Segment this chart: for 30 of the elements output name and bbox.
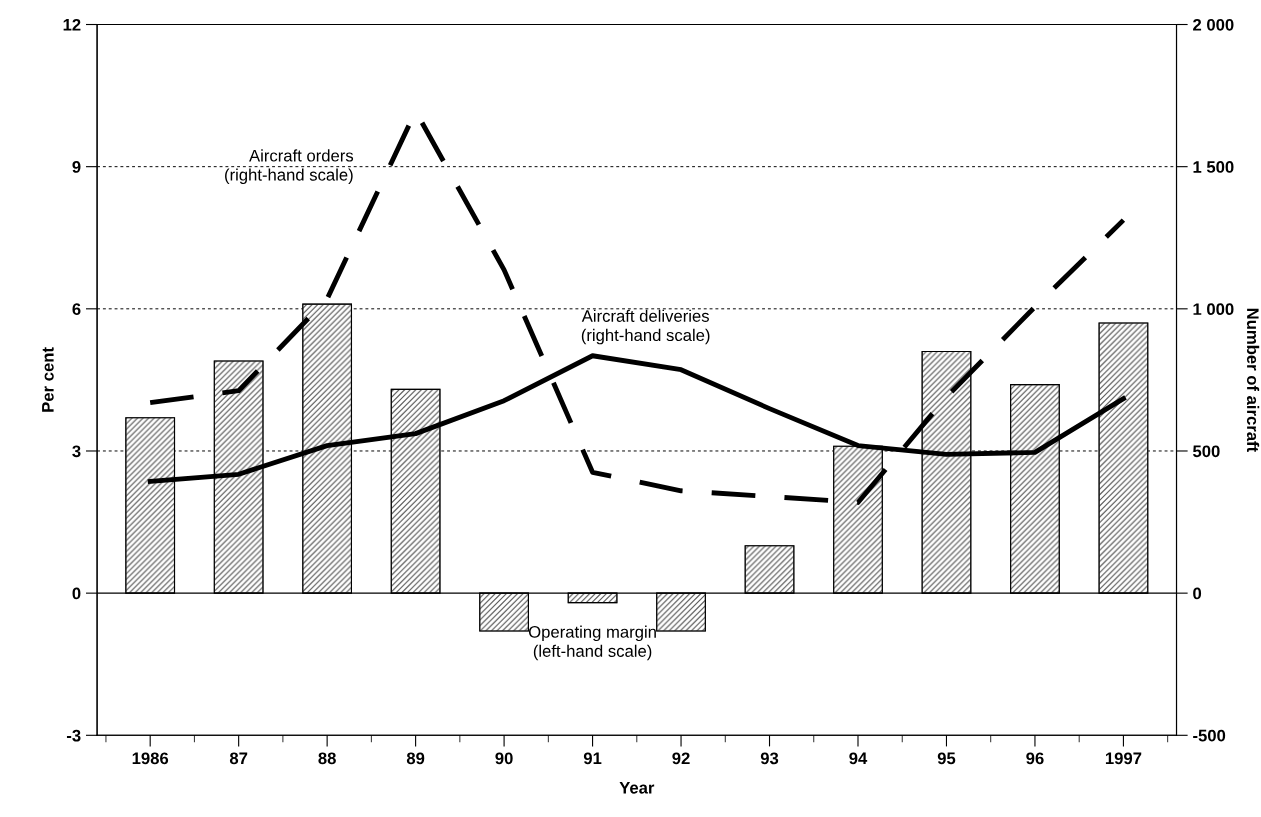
- x-tick-label: 87: [229, 752, 248, 765]
- x-tick-label: 94: [849, 752, 868, 765]
- y2-tick-label: 1 000: [1193, 303, 1234, 316]
- y-tick-label: 12: [63, 18, 81, 31]
- y-axis-title: Per cent: [42, 347, 54, 412]
- y2-tick-label: -500: [1193, 729, 1226, 742]
- y2-axis-title: Number of aircraft: [1246, 308, 1260, 452]
- y-tick-label: 0: [72, 587, 81, 600]
- y2-tick-label: 2 000: [1193, 18, 1234, 31]
- y2-tick-label: 1 500: [1193, 161, 1234, 173]
- y-tick-label: 3: [72, 445, 81, 458]
- y2-tick-label: 0: [1193, 587, 1202, 600]
- y-tick-label: 6: [72, 303, 81, 316]
- y-tick-label: -3: [66, 729, 81, 742]
- x-tick-label: 90: [495, 752, 513, 765]
- x-tick-label: 1997: [1105, 752, 1142, 765]
- x-tick-label: 89: [406, 752, 425, 765]
- x-tick-label: 92: [672, 752, 690, 765]
- series-label: Operating margin (left-hand scale): [528, 625, 656, 661]
- x-axis-title: Year: [619, 782, 655, 794]
- x-tick-label: 93: [760, 752, 779, 765]
- series-label: Aircraft deliveries (right-hand scale): [581, 309, 710, 345]
- y2-tick-label: 500: [1193, 445, 1220, 458]
- x-tick-label: 88: [318, 752, 336, 765]
- x-tick-label: 96: [1026, 752, 1044, 765]
- y-tick-label: 9: [72, 161, 81, 173]
- x-tick-label: 95: [937, 752, 956, 765]
- series-label: Aircraft orders (right-hand scale): [225, 149, 354, 185]
- x-tick-label: 1986: [132, 752, 169, 765]
- x-tick-label: 91: [583, 752, 602, 765]
